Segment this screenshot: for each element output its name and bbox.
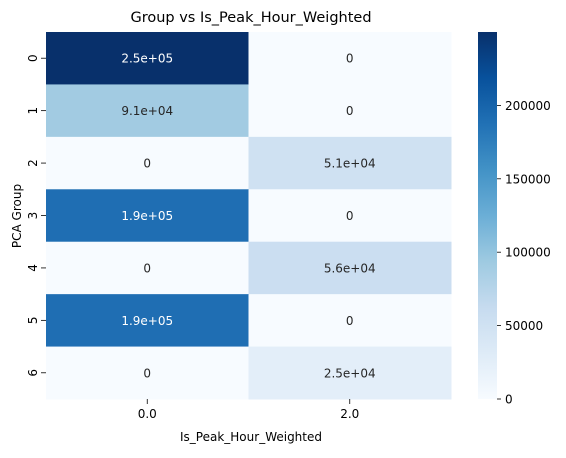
cell-annotation: 0 (346, 104, 354, 118)
cell-annotation: 5.6e+04 (324, 261, 376, 275)
cell-annotation: 9.1e+04 (121, 104, 173, 118)
colorbar (478, 32, 497, 399)
heatmap-cell (248, 84, 452, 138)
heatmap-cell (46, 136, 249, 190)
cell-annotation: 0 (346, 52, 354, 66)
cell-annotation: 0 (143, 366, 151, 380)
heatmap-cell (248, 294, 452, 348)
cell-annotation: 2.5e+05 (121, 52, 173, 66)
cell-annotation: 1.9e+05 (121, 314, 173, 328)
heatmap-cell (46, 189, 249, 243)
colorbar-tick-label: 200000 (505, 99, 551, 113)
x-tick-label: 0.0 (138, 407, 157, 421)
y-tick-label: 4 (26, 264, 40, 272)
colorbar-tick-label: 0 (505, 393, 513, 407)
cell-annotation: 2.5e+04 (324, 366, 376, 380)
cell-annotation: 0 (346, 314, 354, 328)
colorbar-tick-label: 100000 (505, 246, 551, 260)
y-tick-label: 6 (26, 369, 40, 377)
y-tick-label: 1 (26, 107, 40, 115)
heatmap-cell (46, 346, 249, 400)
y-tick-label: 2 (26, 159, 40, 167)
cell-annotation: 1.9e+05 (121, 209, 173, 223)
y-axis-label: PCA Group (10, 184, 24, 248)
x-axis-label: Is_Peak_Hour_Weighted (180, 430, 322, 444)
chart-title: Group vs Is_Peak_Hour_Weighted (130, 10, 371, 26)
heatmap-cell (46, 294, 249, 348)
heatmap-cell (248, 136, 452, 190)
x-axis-ticks: 0.0 2.0 (138, 399, 359, 421)
colorbar-tick-label: 150000 (505, 172, 551, 186)
heatmap-cell (248, 241, 452, 295)
heatmap-cell (248, 32, 452, 85)
cell-annotation: 0 (143, 261, 151, 275)
heatmap-annotations: 2.5e+05 0 9.1e+04 0 0 5.1e+04 1.9e+05 0 0 5.6e+04… (121, 52, 375, 381)
y-axis-ticks: 0 1 2 3 4 5 6 (26, 54, 46, 377)
heatmap-cell (46, 84, 249, 138)
cell-annotation: 0 (346, 209, 354, 223)
y-tick-label: 0 (26, 54, 40, 62)
y-tick-label: 3 (26, 212, 40, 220)
x-tick-label: 2.0 (340, 407, 359, 421)
cell-annotation: 5.1e+04 (324, 157, 376, 171)
heatmap-cell (46, 32, 249, 85)
colorbar-tick-label: 50000 (505, 319, 543, 333)
cell-annotation: 0 (143, 157, 151, 171)
y-tick-label: 5 (26, 317, 40, 325)
heatmap-cell (248, 189, 452, 243)
heatmap-cell (46, 241, 249, 295)
heatmap-cell (248, 346, 452, 400)
colorbar-ticks: 0 50000 100000 150000 200000 (497, 99, 551, 407)
heatmap-cells (46, 32, 452, 400)
